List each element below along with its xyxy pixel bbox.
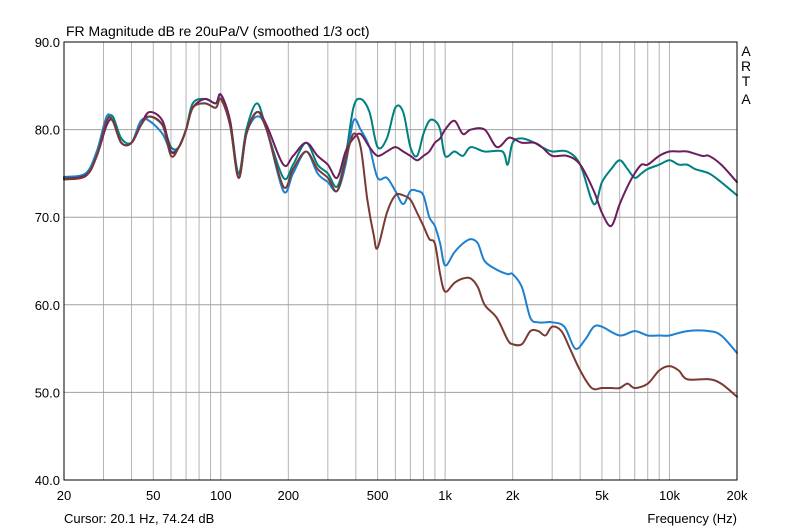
- x-tick-label: 2k: [506, 488, 520, 503]
- brand-letter-a2: A: [741, 91, 751, 107]
- y-tick-label: 60.0: [35, 298, 60, 313]
- brand-letter-r: R: [741, 58, 751, 74]
- x-tick-label: 500: [367, 488, 389, 503]
- y-tick-label: 70.0: [35, 210, 60, 225]
- x-tick-label: 200: [277, 488, 299, 503]
- x-tick-label: 10k: [659, 488, 680, 503]
- y-axis-ticks: 90.0 80.0 70.0 60.0 50.0 40.0: [35, 35, 60, 488]
- x-tick-label: 1k: [438, 488, 452, 503]
- brand-label: A R T A: [741, 43, 751, 107]
- x-tick-label: 50: [146, 488, 160, 503]
- series-line-4: [63, 97, 738, 398]
- series-line-2: [63, 97, 738, 354]
- y-tick-label: 90.0: [35, 35, 60, 50]
- brand-letter-t: T: [742, 73, 751, 89]
- x-tick-label: 100: [210, 488, 232, 503]
- y-tick-label: 80.0: [35, 123, 60, 138]
- cursor-readout: Cursor: 20.1 Hz, 74.24 dB: [64, 511, 214, 526]
- x-tick-label: 5k: [595, 488, 609, 503]
- plot-frame: [63, 41, 738, 481]
- series-group: [63, 93, 738, 398]
- y-tick-label: 50.0: [35, 385, 60, 400]
- y-tick-label: 40.0: [35, 473, 60, 488]
- x-axis-ticks: 20 50 100 200 500 1k 2k 5k 10k 20k: [57, 488, 748, 503]
- x-tick-label: 20k: [727, 488, 748, 503]
- grid: [64, 42, 737, 480]
- brand-letter-a1: A: [741, 43, 751, 59]
- x-tick-label: 20: [57, 488, 71, 503]
- x-axis-label: Frequency (Hz): [647, 511, 737, 526]
- series-line-3: [63, 93, 738, 228]
- chart-title: FR Magnitude dB re 20uPa/V (smoothed 1/3…: [66, 23, 370, 39]
